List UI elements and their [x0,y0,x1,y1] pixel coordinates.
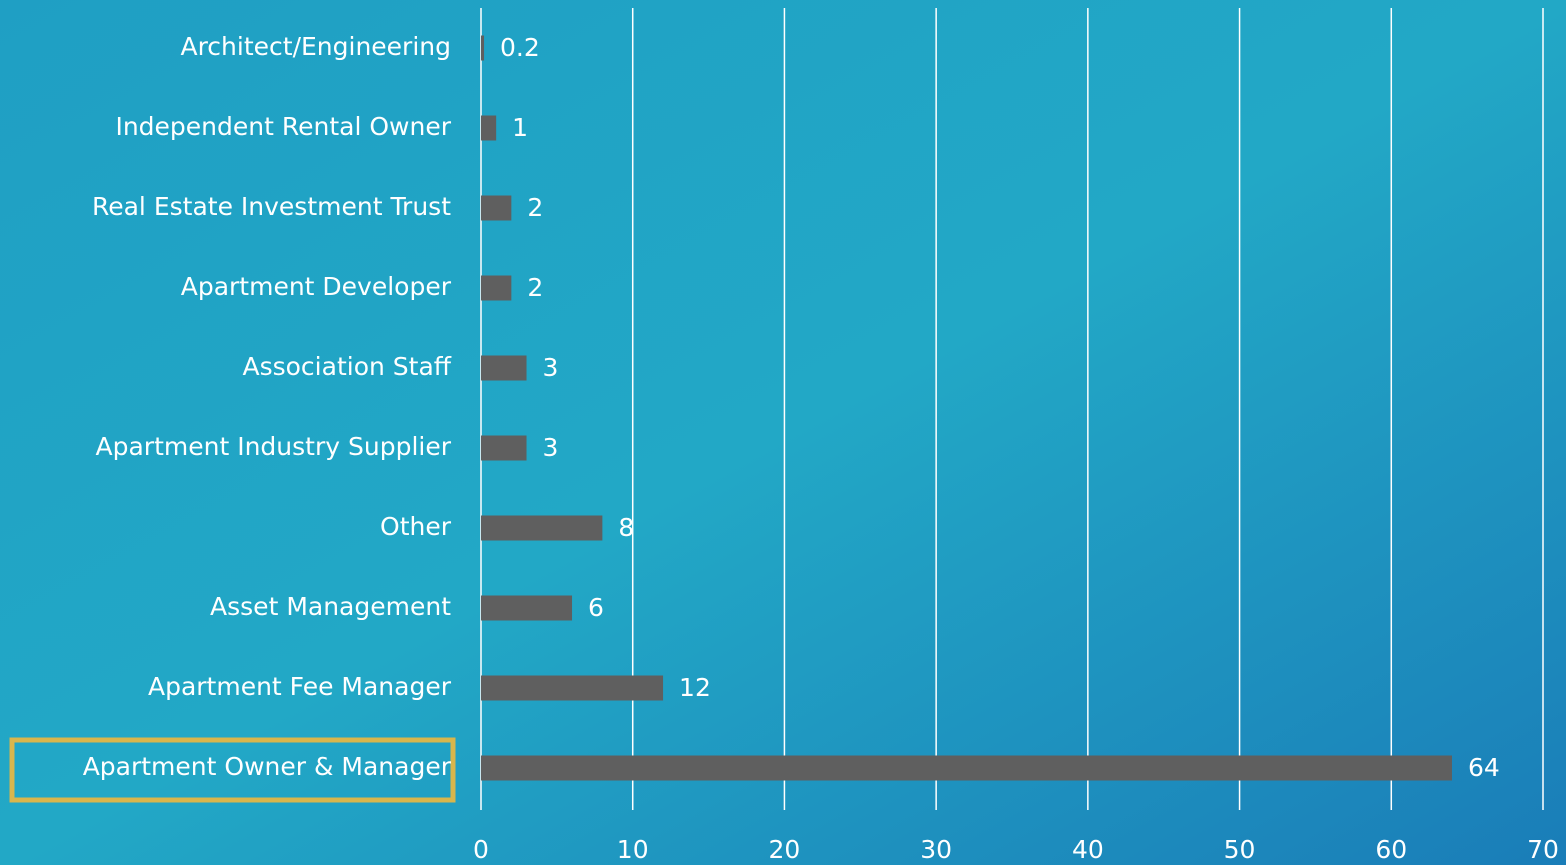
y-tick-label: Apartment Industry Supplier [96,432,452,461]
data-label: 1 [512,113,528,142]
data-label: 8 [618,513,634,542]
x-tick-label: 50 [1224,835,1256,864]
y-tick-label: Architect/Engineering [180,32,451,61]
highlight-box [9,737,456,803]
data-label: 3 [543,433,559,462]
x-tick-label: 60 [1375,835,1407,864]
y-tick-label: Association Staff [242,352,451,381]
x-tick-label: 10 [617,835,649,864]
x-tick-label: 30 [920,835,952,864]
bar [481,355,527,381]
data-label: 6 [588,593,604,622]
data-label: 12 [679,673,711,702]
x-tick-label: 40 [1072,835,1104,864]
data-label: 3 [543,353,559,382]
x-tick-label: 70 [1527,835,1559,864]
x-tick-label: 20 [769,835,801,864]
y-tick-label: Apartment Owner & Manager [83,752,452,781]
y-tick-label: Apartment Fee Manager [148,672,452,701]
y-tick-label: Real Estate Investment Trust [92,192,451,221]
bar [481,595,573,621]
bar [481,755,1452,781]
bar [481,115,497,141]
bar [481,275,512,301]
y-tick-label: Independent Rental Owner [115,112,451,141]
bar [481,35,485,61]
data-label: 64 [1468,753,1500,782]
bar [481,515,603,541]
bar [481,675,664,701]
data-label: 2 [527,193,543,222]
data-label: 2 [527,273,543,302]
y-tick-label: Apartment Developer [181,272,452,301]
y-tick-label: Other [380,512,452,541]
x-tick-label: 0 [473,835,489,864]
bar [481,435,527,461]
data-label: 0.2 [500,33,540,62]
y-tick-label: Asset Management [210,592,451,621]
bar [481,195,512,221]
